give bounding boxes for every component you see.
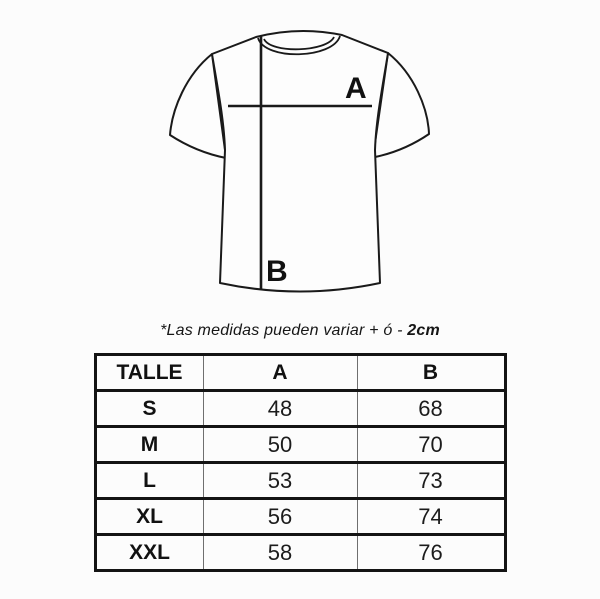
table-row-m: M 50 70: [95, 425, 505, 463]
table-row-l: L 53 73: [95, 461, 505, 499]
tshirt-collar-inner: [263, 36, 335, 51]
header-a: A: [202, 354, 357, 391]
measure-b-cell: 76: [356, 533, 505, 571]
measurement-note-emphasis: 2cm: [407, 322, 440, 339]
measure-b-cell: 74: [356, 497, 505, 535]
tshirt-diagram: A B: [169, 30, 430, 293]
measure-a-cell: 48: [202, 389, 357, 427]
tshirt-right-sleeve: [373, 52, 430, 158]
tshirt-left-sleeve: [169, 53, 227, 159]
tshirt-diagram-svg: A B: [169, 30, 430, 293]
size-cell: XL: [95, 497, 203, 535]
width-measure-label: A: [345, 72, 367, 105]
size-cell: S: [95, 389, 203, 427]
size-table: TALLE A B S 48 68 M 50 70 L 53 73 XL: [93, 353, 507, 572]
size-cell: L: [95, 461, 203, 499]
table-row-xxl: XXL 58 76: [95, 533, 505, 571]
header-b: B: [356, 354, 505, 391]
measure-b-cell: 68: [356, 389, 505, 427]
measure-a-cell: 53: [202, 461, 357, 499]
size-cell: M: [95, 425, 203, 463]
measure-a-cell: 56: [202, 497, 357, 535]
measure-b-cell: 70: [356, 425, 505, 463]
size-table-header-row: TALLE A B: [95, 354, 505, 391]
length-measure-label: B: [266, 255, 288, 288]
measurement-note: *Las medidas pueden variar + ó - 2cm: [0, 322, 600, 340]
header-talle: TALLE: [116, 361, 183, 384]
measure-b-cell: 73: [356, 461, 505, 499]
size-cell: XXL: [95, 533, 203, 571]
tshirt-body: [211, 30, 389, 293]
measure-a-cell: 50: [202, 425, 357, 463]
table-row-s: S 48 68: [95, 389, 505, 427]
table-row-xl: XL 56 74: [95, 497, 505, 535]
measure-a-cell: 58: [202, 533, 357, 571]
measurement-note-text: *Las medidas pueden variar + ó -: [160, 322, 408, 339]
